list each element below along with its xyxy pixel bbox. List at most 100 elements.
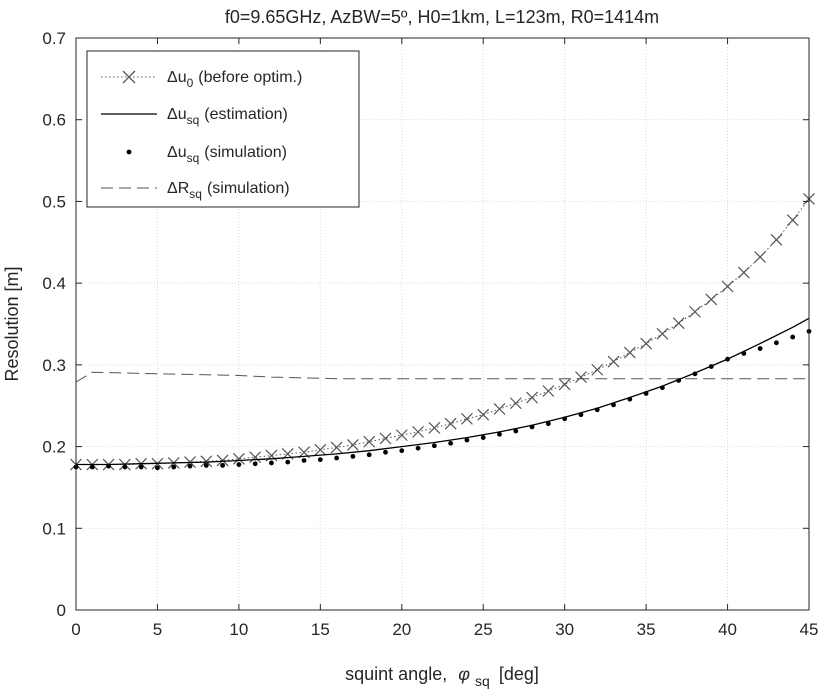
simulation-dot [366, 452, 372, 458]
simulation-dot [448, 440, 454, 446]
x-tick-label: 10 [229, 620, 248, 639]
before-optim-x-marker [444, 417, 457, 430]
legend-box [86, 50, 360, 208]
y-tick-label: 0 [57, 601, 66, 620]
before-optim-x-marker [705, 293, 718, 306]
y-tick-label: 0.6 [42, 111, 66, 130]
before-optim-x-marker [770, 233, 783, 246]
simulation-dot [155, 465, 160, 471]
simulation-dot [138, 464, 144, 470]
simulation-dot [692, 371, 698, 377]
before-optim-x-marker [232, 452, 245, 465]
series-before-optim-line [76, 198, 810, 465]
simulation-dot [399, 448, 405, 454]
y-tick-label: 0.4 [42, 274, 66, 293]
simulation-dot [562, 416, 568, 422]
before-optim-x-marker [689, 305, 701, 318]
before-optim-x-marker [493, 403, 506, 415]
legend-sample-simulation-dot [126, 149, 132, 155]
simulation-dot [431, 443, 437, 449]
x-tick-label: 15 [311, 620, 330, 639]
simulation-dot [220, 462, 226, 468]
simulation-dot [285, 459, 291, 465]
ticks: 0 5 10 15 20 25 30 35 40 45 0 0.1 0.2 0.3 0.4 0.5 0.6 0.7 [42, 29, 818, 639]
before-optim-x-marker [558, 378, 571, 391]
simulation-dot [252, 461, 258, 467]
simulation-dot [415, 445, 421, 451]
chart-title: f0=9.65GHz, AzBW=5º, H0=1km, L=123m, R0=… [225, 7, 659, 27]
x-tick-label: 5 [153, 620, 162, 639]
x-axis-label-prefix: squint angle, [345, 664, 447, 684]
simulation-dot [741, 351, 747, 356]
x-tick-label: 40 [718, 620, 737, 639]
simulation-dot [464, 437, 470, 443]
before-optim-x-marker [363, 435, 376, 448]
simulation-dot [627, 396, 633, 402]
simulation-dot [513, 428, 519, 434]
legend-label-range-simulation: ΔRsq (simulation) [167, 180, 290, 201]
simulation-dot [774, 340, 779, 346]
legend-label-simulation: Δusq (simulation) [167, 144, 287, 165]
before-optim-x-marker [786, 214, 799, 227]
before-optim-x-marker [672, 317, 685, 330]
x-tick-label: 35 [637, 620, 656, 639]
before-optim-x-marker [314, 443, 327, 456]
y-tick-label: 0.3 [42, 356, 66, 375]
before-optim-x-marker [395, 429, 408, 442]
series-estimation-line [76, 317, 810, 466]
simulation-dot [383, 449, 388, 455]
simulation-dot [757, 346, 763, 351]
simulation-dot [594, 407, 600, 413]
simulation-dot [790, 334, 796, 340]
simulation-dot [89, 464, 95, 470]
simulation-dot [497, 431, 502, 437]
before-optim-x-marker [216, 454, 229, 467]
x-axis-label: squint angle, φ sq [deg] [345, 664, 539, 690]
x-tick-label: 45 [800, 620, 819, 639]
y-tick-label: 0.1 [42, 519, 66, 538]
x-tick-label: 0 [71, 620, 80, 639]
before-optim-x-marker [575, 371, 587, 384]
simulation-dot [187, 463, 193, 469]
simulation-dot [643, 391, 649, 396]
before-optim-x-marker [428, 421, 441, 434]
simulation-dot [236, 462, 242, 467]
before-optim-x-marker [346, 439, 359, 451]
simulation-dot [317, 457, 323, 463]
y-tick-label: 0.5 [42, 192, 66, 211]
simulation-dot [122, 464, 128, 470]
before-optim-x-marker [461, 412, 473, 425]
simulation-dot [301, 458, 307, 463]
legend: Δu0 (before optim.) Δusq (estimation) Δusq… [86, 50, 360, 208]
legend-label-estimation: Δusq (estimation) [167, 106, 288, 127]
simulation-dot [708, 364, 714, 369]
x-axis-label-subscript: sq [475, 673, 490, 689]
simulation-dot [725, 356, 730, 362]
legend-label-before-optim: Δu0 (before optim.) [167, 69, 302, 90]
simulation-dot [480, 435, 486, 440]
before-optim-x-marker [656, 327, 669, 340]
before-optim-x-marker [379, 432, 392, 445]
before-optim-x-marker [623, 346, 636, 359]
before-optim-x-marker [640, 337, 653, 350]
before-optim-x-marker [509, 397, 522, 410]
simulation-dot [529, 424, 535, 430]
y-tick-label: 0.2 [42, 438, 66, 457]
x-axis-label-unit: [deg] [499, 664, 539, 684]
before-optim-x-marker [754, 251, 767, 263]
plot-area [70, 193, 815, 471]
before-optim-x-marker [477, 408, 490, 421]
before-optim-x-marker [542, 385, 555, 397]
y-axis-label: Resolution [m] [2, 266, 22, 381]
before-optim-x-marker [330, 441, 343, 454]
x-tick-label: 30 [555, 620, 574, 639]
simulation-dot [611, 402, 616, 408]
before-optim-x-marker [200, 455, 213, 468]
before-optim-x-marker [721, 280, 734, 293]
series-range-dashed-line [75, 371, 809, 383]
x-axis-label-symbol: φ [458, 664, 470, 684]
before-optim-x-marker [607, 355, 620, 368]
y-tick-label: 0.7 [42, 29, 66, 48]
